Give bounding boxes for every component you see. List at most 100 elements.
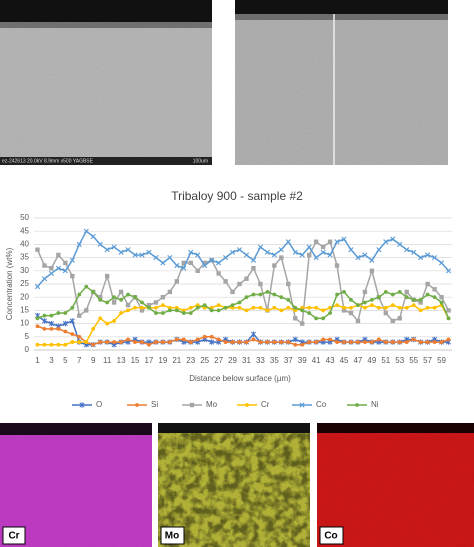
legend-label: Cr — [261, 400, 270, 409]
point — [320, 249, 326, 255]
eds-map-co: Co — [317, 423, 474, 547]
point — [369, 297, 374, 302]
point — [195, 303, 200, 308]
point — [418, 297, 423, 302]
point — [355, 318, 361, 324]
point — [133, 295, 137, 300]
point — [418, 300, 423, 305]
point — [174, 262, 180, 269]
legend-label: Co — [316, 400, 327, 409]
x-axis-title: Distance below surface (µm) — [189, 374, 291, 383]
point — [56, 311, 61, 315]
point — [63, 260, 68, 266]
point — [35, 324, 40, 329]
point — [202, 305, 207, 310]
point — [327, 239, 333, 244]
point — [383, 239, 389, 245]
x-tick-label: 47 — [353, 356, 362, 365]
point — [112, 340, 117, 344]
micrograph-left: ez-242613 20.0kV 8.9mm x500 YAGBSE 100um — [0, 0, 212, 165]
map-label: Mo — [165, 531, 179, 542]
point — [369, 257, 375, 263]
point — [272, 263, 277, 268]
x-tick-label: 11 — [103, 356, 112, 365]
point — [188, 311, 193, 315]
x-tick-label: 15 — [131, 356, 140, 365]
x-tick-label: 7 — [77, 356, 82, 365]
y-tick-label: 10 — [20, 319, 29, 328]
point — [265, 290, 270, 294]
point — [181, 260, 186, 266]
point — [369, 303, 374, 308]
x-tick-label: 53 — [395, 356, 404, 365]
point — [404, 295, 409, 300]
point — [341, 308, 347, 313]
point — [411, 249, 417, 255]
point — [425, 340, 430, 344]
point — [105, 321, 110, 326]
point — [160, 340, 165, 344]
point — [62, 268, 68, 274]
x-tick-label: 21 — [172, 356, 181, 365]
point — [272, 305, 277, 310]
point — [349, 305, 353, 310]
point — [348, 310, 354, 316]
point — [279, 255, 284, 260]
point — [383, 310, 389, 316]
point — [321, 316, 326, 321]
legend-label: Mo — [206, 400, 218, 409]
point — [209, 308, 214, 313]
point — [237, 281, 242, 287]
point — [244, 276, 249, 281]
point — [98, 297, 103, 302]
point — [264, 249, 270, 255]
point — [432, 295, 437, 300]
point — [390, 318, 395, 324]
point — [244, 295, 249, 300]
point — [167, 289, 173, 295]
point — [265, 308, 270, 313]
point — [307, 305, 312, 310]
point — [140, 340, 144, 344]
point — [154, 305, 158, 310]
point — [279, 340, 284, 344]
point — [146, 249, 152, 255]
point — [328, 311, 332, 315]
point — [216, 337, 221, 342]
x-tick-label: 49 — [367, 356, 376, 365]
point — [258, 281, 263, 287]
point — [77, 292, 82, 297]
point — [243, 252, 250, 258]
point — [404, 340, 409, 344]
point — [181, 308, 186, 313]
point — [119, 297, 123, 302]
y-axis-title: Concentration (wt%) — [5, 247, 14, 320]
point — [49, 313, 54, 318]
point — [300, 342, 305, 347]
micrograph-caption: ez-242613 20.0kV 8.9mm x500 YAGBSE — [2, 158, 94, 164]
point — [41, 276, 48, 282]
point — [307, 311, 312, 315]
map-label: Cr — [8, 531, 19, 542]
point — [313, 255, 319, 261]
point — [446, 316, 451, 321]
point — [147, 342, 151, 347]
point — [56, 342, 61, 347]
point — [70, 340, 75, 344]
point — [369, 340, 374, 344]
point — [105, 340, 110, 344]
x-tick-label: 3 — [49, 356, 54, 365]
point — [119, 340, 123, 344]
point — [126, 292, 130, 297]
point — [425, 305, 430, 310]
point — [77, 340, 82, 344]
point — [104, 247, 110, 253]
point — [98, 316, 103, 321]
point — [314, 305, 319, 310]
x-tick-label: 31 — [242, 356, 251, 365]
y-tick-label: 0 — [25, 345, 30, 354]
point — [348, 247, 354, 253]
point — [425, 252, 431, 258]
point — [314, 340, 319, 344]
point — [70, 332, 75, 337]
